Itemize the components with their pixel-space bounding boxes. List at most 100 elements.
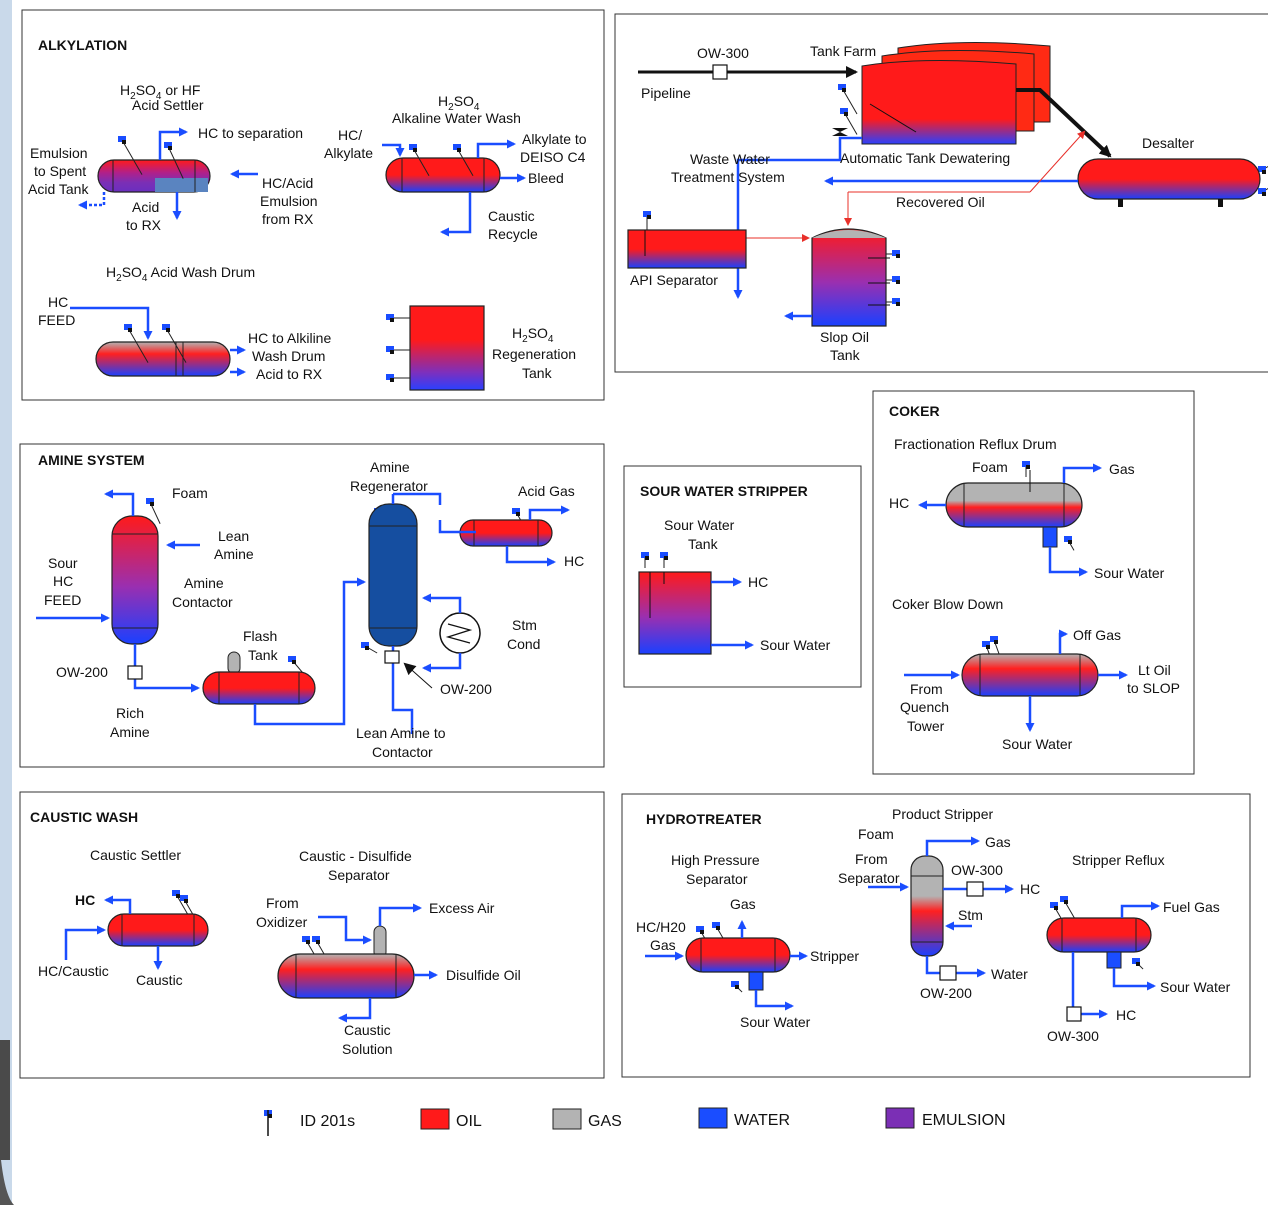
hc-alkylate-2: Alkylate (324, 145, 373, 161)
id201-sensor (386, 374, 410, 382)
lean-contactor-2: Contactor (372, 744, 433, 760)
alkylate-deiso-1: Alkylate to (522, 131, 587, 147)
flash-tank-2: Tank (248, 647, 279, 663)
ht-hc: HC (1020, 881, 1040, 897)
hc-acid-2: Emulsion (260, 193, 318, 209)
hc-to-alk-1: HC to Alkiline (248, 330, 331, 346)
hydrotreater-labels: High Pressure Separator HC/H20 Gas Gas S… (636, 806, 1231, 1044)
id201-sensor (164, 142, 184, 179)
legend-oil-label: OIL (456, 1113, 482, 1130)
id201-sensor (409, 144, 430, 176)
quench-1: From (910, 681, 943, 697)
recovered-oil-label: Recovered Oil (896, 194, 985, 210)
alkylation-frame (21, 9, 605, 401)
amine-hc-label: HC (564, 553, 584, 569)
legend-oil-swatch (420, 1108, 450, 1130)
coker-sour-water: Sour Water (1094, 565, 1165, 581)
id201-sensor (838, 84, 858, 115)
regen-2: Regenerator (350, 478, 428, 494)
amine-regenerator (368, 503, 418, 647)
auto-dewater-label: Automatic Tank Dewatering (840, 150, 1010, 166)
settler-title-1: H2SO4 or HF (120, 82, 200, 102)
hc-h20-1: HC/H20 (636, 919, 686, 935)
oxidizer-2: Oxidizer (256, 914, 308, 930)
contactor-1: Amine (184, 575, 224, 591)
product-stripper-label: Product Stripper (892, 806, 993, 822)
from-sep-2: Separator (838, 870, 900, 886)
sour-water-frame (623, 465, 862, 688)
lean-amine-2: Amine (214, 546, 254, 562)
caustic-recycle-1: Caustic (488, 208, 535, 224)
caustic-title: CAUSTIC WASH (30, 809, 138, 825)
tank-farm-tank (861, 59, 1017, 145)
legend-water: WATER (698, 1107, 790, 1129)
api-sep-label: API Separator (630, 272, 718, 288)
amine-frame (19, 443, 605, 768)
coker-gas: Gas (1109, 461, 1135, 477)
sour-water-labels: Sour Water Tank HC Sour Water (664, 517, 831, 653)
contactor-2: Contactor (172, 594, 233, 610)
acid-wash-drum (95, 341, 231, 377)
amine-contactor (111, 515, 159, 645)
regen-tank (409, 305, 485, 391)
stripper-reflux-drum (1046, 917, 1152, 953)
emulsion-label-3: Acid Tank (28, 181, 89, 197)
frac-reflux-drum (945, 482, 1083, 528)
id201-sensor (124, 324, 149, 363)
rich-amine-1: Rich (116, 705, 144, 721)
hp-sep-1: High Pressure (671, 852, 760, 868)
ht-sour-water2: Sour Water (1160, 979, 1231, 995)
hydrotreater-title: HYDROTREATER (646, 811, 762, 827)
id201-sensor (1022, 461, 1030, 477)
ow300-label: OW-300 (697, 45, 749, 61)
id201-sensor (386, 314, 410, 322)
id201-sensor (641, 552, 649, 568)
ht-ow200: OW-200 (920, 985, 972, 1001)
legend-emulsion-label: EMULSION (922, 1112, 1006, 1129)
ht-hc2: HC (1116, 1007, 1136, 1023)
flash-tank (202, 671, 316, 705)
ht-gas: Gas (730, 896, 756, 912)
regen-tank-2: Regeneration (492, 346, 576, 362)
acid-wash-title: H2SO4 Acid Wash Drum (106, 264, 255, 284)
sw-hc: HC (748, 574, 768, 590)
ht-water: Water (991, 966, 1028, 982)
excess-air-label: Excess Air (429, 900, 495, 916)
amine-labels: Foam Lean Amine Sour HC FEED Amine Conta… (44, 459, 584, 760)
regen-1: Amine (370, 459, 410, 475)
fuel-gas-label: Fuel Gas (1163, 899, 1220, 915)
id201-sensor (453, 144, 474, 176)
tankfarm-labels: OW-300 Tank Farm Pipeline Desalter Autom… (630, 43, 1194, 363)
ht-foam: Foam (858, 826, 894, 842)
caustic-hc: HC (75, 892, 95, 908)
page-edge (0, 0, 14, 1205)
alk-wash-title-2: Alkaline Water Wash (392, 110, 521, 126)
legend-gas: GAS (552, 1108, 622, 1130)
ow300-box (712, 64, 728, 80)
legend-sensor: ID 201s (264, 1110, 355, 1136)
acid-rx-1: Acid (132, 199, 159, 215)
hc-acid-3: from RX (262, 211, 314, 227)
hc-feed-2: FEED (38, 312, 75, 328)
coker-title: COKER (889, 403, 940, 419)
alkylation-labels: H2SO4 or HF Acid Settler HC to separatio… (28, 82, 587, 382)
acid-to-rx: Acid to RX (256, 366, 323, 382)
alk-wash-title-1: H2SO4 (438, 93, 480, 113)
alkylation-title: ALKYLATION (38, 37, 127, 53)
desalter-label: Desalter (1142, 135, 1194, 151)
ht-ow300: OW-300 (951, 862, 1003, 878)
disulfide-sep-1: Caustic - Disulfide (299, 848, 412, 864)
ht-ow300b: OW-300 (1047, 1028, 1099, 1044)
slop-tank-2: Tank (830, 347, 861, 363)
disulfide-oil-label: Disulfide Oil (446, 967, 521, 983)
id201-sensor (1132, 958, 1144, 970)
id201-sensor (731, 981, 743, 993)
ht-sour-water: Sour Water (740, 1014, 811, 1030)
hc-sep-label: HC to separation (198, 125, 303, 141)
coker-foam: Foam (972, 459, 1008, 475)
legend-sensor-label: ID 201s (300, 1113, 355, 1130)
sour-water-tank (638, 571, 712, 655)
id201-sensor (1064, 536, 1075, 551)
amine-title: AMINE SYSTEM (38, 452, 145, 468)
